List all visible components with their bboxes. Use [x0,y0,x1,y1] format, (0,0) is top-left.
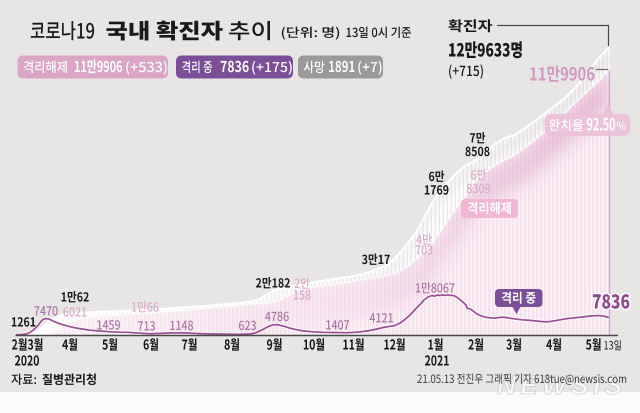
svg-text:NEWSIS: NEWSIS [497,370,627,400]
